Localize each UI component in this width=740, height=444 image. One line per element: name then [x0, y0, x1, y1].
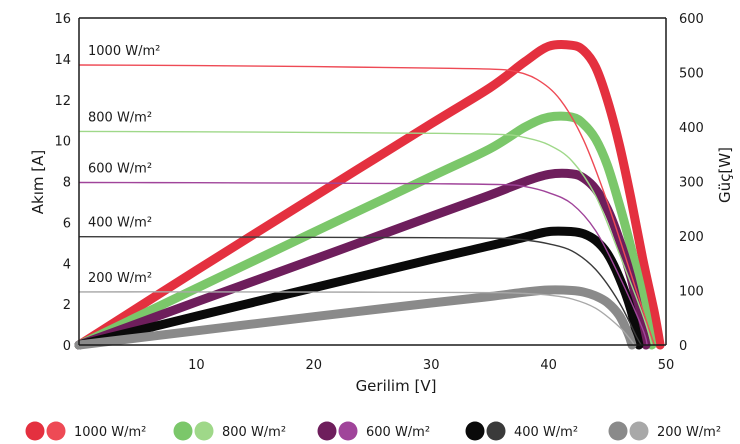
power-curve-1000-w-m [74, 39, 665, 350]
power-curve-200-w-m [74, 285, 637, 350]
legend-item-1000-w-m: 1000 W/m² [25, 421, 146, 441]
annotation-200-w-m: 200 W/m² [88, 271, 152, 286]
x-tick-label: 20 [306, 358, 323, 373]
y-right-tick-label: 200 [679, 230, 704, 245]
legend-swatch-power [173, 421, 193, 441]
x-tick-label: 10 [188, 358, 205, 373]
annotation-800-w-m: 800 W/m² [88, 110, 152, 125]
legend-swatch-current [338, 421, 358, 441]
tick-labels: 10 20 30 40 50024681012141601002003004005006… [54, 12, 703, 373]
y-left-tick-label: 12 [54, 94, 71, 109]
y-right-tick-label: 100 [679, 285, 704, 300]
legend-label: 1000 W/m² [74, 425, 146, 440]
x-axis-title: Gerilim [V] [356, 377, 437, 395]
legend-swatch-power [317, 421, 337, 441]
y-right-tick-label: 600 [679, 12, 704, 27]
current-curve-800-w-m [78, 130, 653, 346]
current-curve-400-w-m [78, 236, 642, 346]
y-left-axis-title: Akım [A] [29, 150, 47, 214]
irradiance-annotations: 1000 W/m² 800 W/m² 600 W/m² 400 W/m² 200 W/m… [88, 44, 160, 286]
x-tick-label: 50 [658, 358, 675, 373]
legend-item-800-w-m: 800 W/m² [173, 421, 286, 441]
power-curve-600-w-m [74, 168, 651, 350]
power-curve-800-w-m [74, 111, 657, 350]
legend-item-200-w-m: 200 W/m² [608, 421, 721, 441]
y-left-tick-label: 6 [63, 216, 71, 231]
legend-label: 400 W/m² [514, 425, 578, 440]
annotation-1000-w-m: 1000 W/m² [88, 44, 160, 59]
y-left-tick-label: 14 [54, 53, 71, 68]
legend: 1000 W/m² 800 W/m² 600 W/m² 400 W/m² 200 W/m… [25, 421, 721, 441]
legend-item-600-w-m: 600 W/m² [317, 421, 430, 441]
legend-swatch-power [608, 421, 628, 441]
legend-item-400-w-m: 400 W/m² [465, 421, 578, 441]
y-left-tick-label: 4 [63, 257, 71, 272]
x-tick-label: 40 [540, 358, 557, 373]
legend-swatch-current [486, 421, 506, 441]
y-right-tick-label: 0 [679, 339, 687, 354]
y-left-tick-label: 0 [63, 339, 71, 354]
legend-swatch-current [629, 421, 649, 441]
legend-swatch-current [46, 421, 66, 441]
y-left-tick-label: 10 [54, 135, 71, 150]
y-right-tick-label: 300 [679, 176, 704, 191]
y-right-tick-label: 400 [679, 121, 704, 136]
y-right-tick-label: 500 [679, 67, 704, 82]
y-right-axis-title: Güç[W] [716, 147, 734, 203]
legend-swatch-power [25, 421, 45, 441]
y-left-tick-label: 2 [63, 298, 71, 313]
axes [78, 17, 667, 346]
annotation-600-w-m: 600 W/m² [88, 162, 152, 177]
current-curves [78, 64, 655, 346]
legend-swatch-power [465, 421, 485, 441]
current-curve-600-w-m [78, 181, 648, 346]
current-curve-200-w-m [78, 291, 635, 346]
y-left-tick-label: 16 [54, 12, 71, 27]
y-left-tick-label: 8 [63, 176, 71, 191]
legend-swatch-current [194, 421, 214, 441]
legend-label: 600 W/m² [366, 425, 430, 440]
annotation-400-w-m: 400 W/m² [88, 216, 152, 231]
current-curve-1000-w-m [78, 64, 655, 346]
legend-label: 800 W/m² [222, 425, 286, 440]
x-tick-label: 30 [423, 358, 440, 373]
legend-label: 200 W/m² [657, 425, 721, 440]
